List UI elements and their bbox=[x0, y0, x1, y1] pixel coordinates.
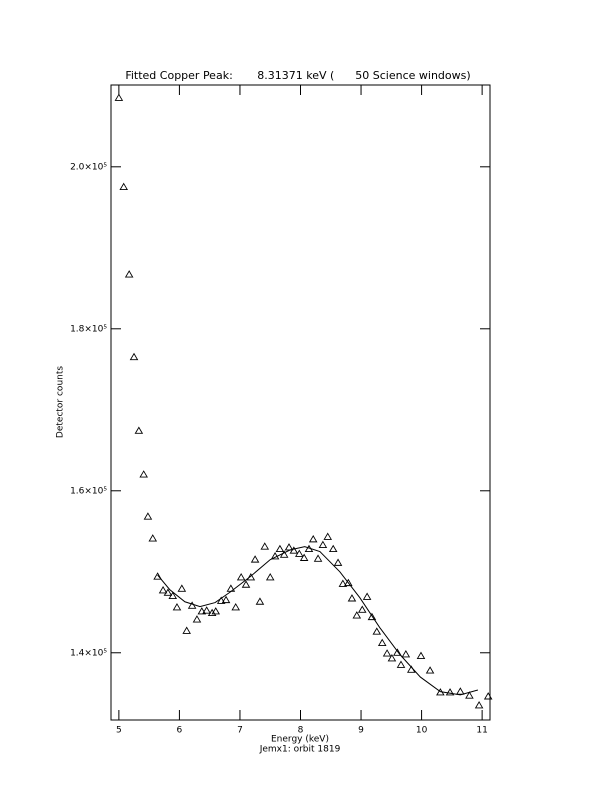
y-axis-label: Detector counts bbox=[56, 366, 66, 438]
data-point bbox=[279, 550, 289, 558]
data-point bbox=[124, 270, 134, 278]
data-point bbox=[221, 595, 231, 604]
data-point bbox=[318, 540, 328, 549]
data-point bbox=[236, 573, 246, 581]
y-tick-label: 1.6×10⁵ bbox=[70, 486, 107, 496]
data-point bbox=[328, 544, 338, 553]
data-point bbox=[192, 615, 202, 623]
x-tick-label: 8 bbox=[298, 726, 304, 736]
x-tick-label: 9 bbox=[358, 726, 364, 736]
plot-frame bbox=[110, 84, 491, 721]
data-point bbox=[202, 606, 211, 614]
y-tick-label: 1.8×10⁵ bbox=[70, 324, 107, 334]
data-point bbox=[357, 605, 367, 613]
fit-line bbox=[157, 546, 479, 696]
data-point bbox=[153, 572, 162, 580]
data-point bbox=[250, 555, 260, 563]
data-point bbox=[182, 626, 191, 634]
data-point bbox=[265, 573, 275, 581]
data-point bbox=[289, 546, 299, 554]
chart-title: Fitted Copper Peak: 8.31371 keV ( 50 Sci… bbox=[125, 69, 470, 82]
data-point bbox=[143, 512, 153, 520]
y-tick-label: 2.0×10⁵ bbox=[70, 162, 107, 172]
x-tick-label: 11 bbox=[476, 726, 487, 736]
x-tick-label: 10 bbox=[416, 726, 428, 736]
data-point bbox=[241, 580, 251, 588]
data-point bbox=[393, 648, 402, 656]
data-point bbox=[425, 666, 435, 674]
x-axis-label: Energy (keV) bbox=[271, 735, 329, 745]
data-point bbox=[129, 352, 139, 361]
data-point bbox=[197, 607, 207, 615]
data-point bbox=[483, 692, 493, 700]
data-point bbox=[401, 650, 411, 658]
y-tick-label: 1.4×10⁵ bbox=[70, 648, 107, 658]
x-tick-label: 6 bbox=[177, 726, 183, 736]
x-axis-sublabel: Jemx1: orbit 1819 bbox=[259, 745, 341, 755]
data-point bbox=[362, 592, 372, 600]
data-point bbox=[352, 611, 362, 619]
data-point bbox=[187, 601, 197, 609]
data-point bbox=[216, 596, 226, 604]
data-point bbox=[313, 554, 323, 562]
data-point bbox=[295, 549, 304, 557]
data-point bbox=[207, 608, 217, 617]
x-tick-label: 5 bbox=[116, 726, 122, 736]
data-point bbox=[308, 534, 318, 543]
data-point bbox=[231, 603, 241, 611]
data-point bbox=[456, 687, 465, 695]
data-point bbox=[260, 542, 270, 550]
data-point bbox=[416, 651, 426, 659]
data-point bbox=[255, 597, 265, 605]
data-point bbox=[377, 638, 387, 647]
data-point bbox=[163, 588, 173, 596]
data-point bbox=[333, 558, 343, 566]
data-point bbox=[367, 612, 377, 621]
data-point bbox=[323, 532, 333, 540]
data-point bbox=[139, 470, 148, 478]
data-point bbox=[246, 573, 256, 581]
data-point bbox=[387, 654, 397, 662]
data-point bbox=[284, 543, 294, 551]
data-point bbox=[396, 660, 406, 668]
x-tick-label: 7 bbox=[237, 726, 243, 736]
data-point bbox=[344, 578, 353, 587]
data-point bbox=[168, 591, 178, 600]
data-point bbox=[338, 579, 348, 587]
data-point bbox=[347, 594, 357, 602]
data-point bbox=[299, 553, 309, 561]
data-point bbox=[275, 544, 285, 553]
data-point bbox=[119, 182, 128, 191]
data-point bbox=[211, 607, 221, 615]
data-point bbox=[372, 627, 382, 635]
data-point bbox=[445, 688, 455, 696]
data-point bbox=[148, 534, 158, 542]
data-point bbox=[158, 586, 168, 594]
data-point bbox=[382, 649, 392, 657]
data-point bbox=[474, 701, 484, 709]
data-point bbox=[465, 691, 474, 699]
data-point bbox=[177, 584, 187, 592]
data-point bbox=[226, 584, 236, 592]
data-point bbox=[114, 93, 124, 101]
data-point bbox=[172, 603, 182, 611]
data-point bbox=[134, 426, 144, 434]
